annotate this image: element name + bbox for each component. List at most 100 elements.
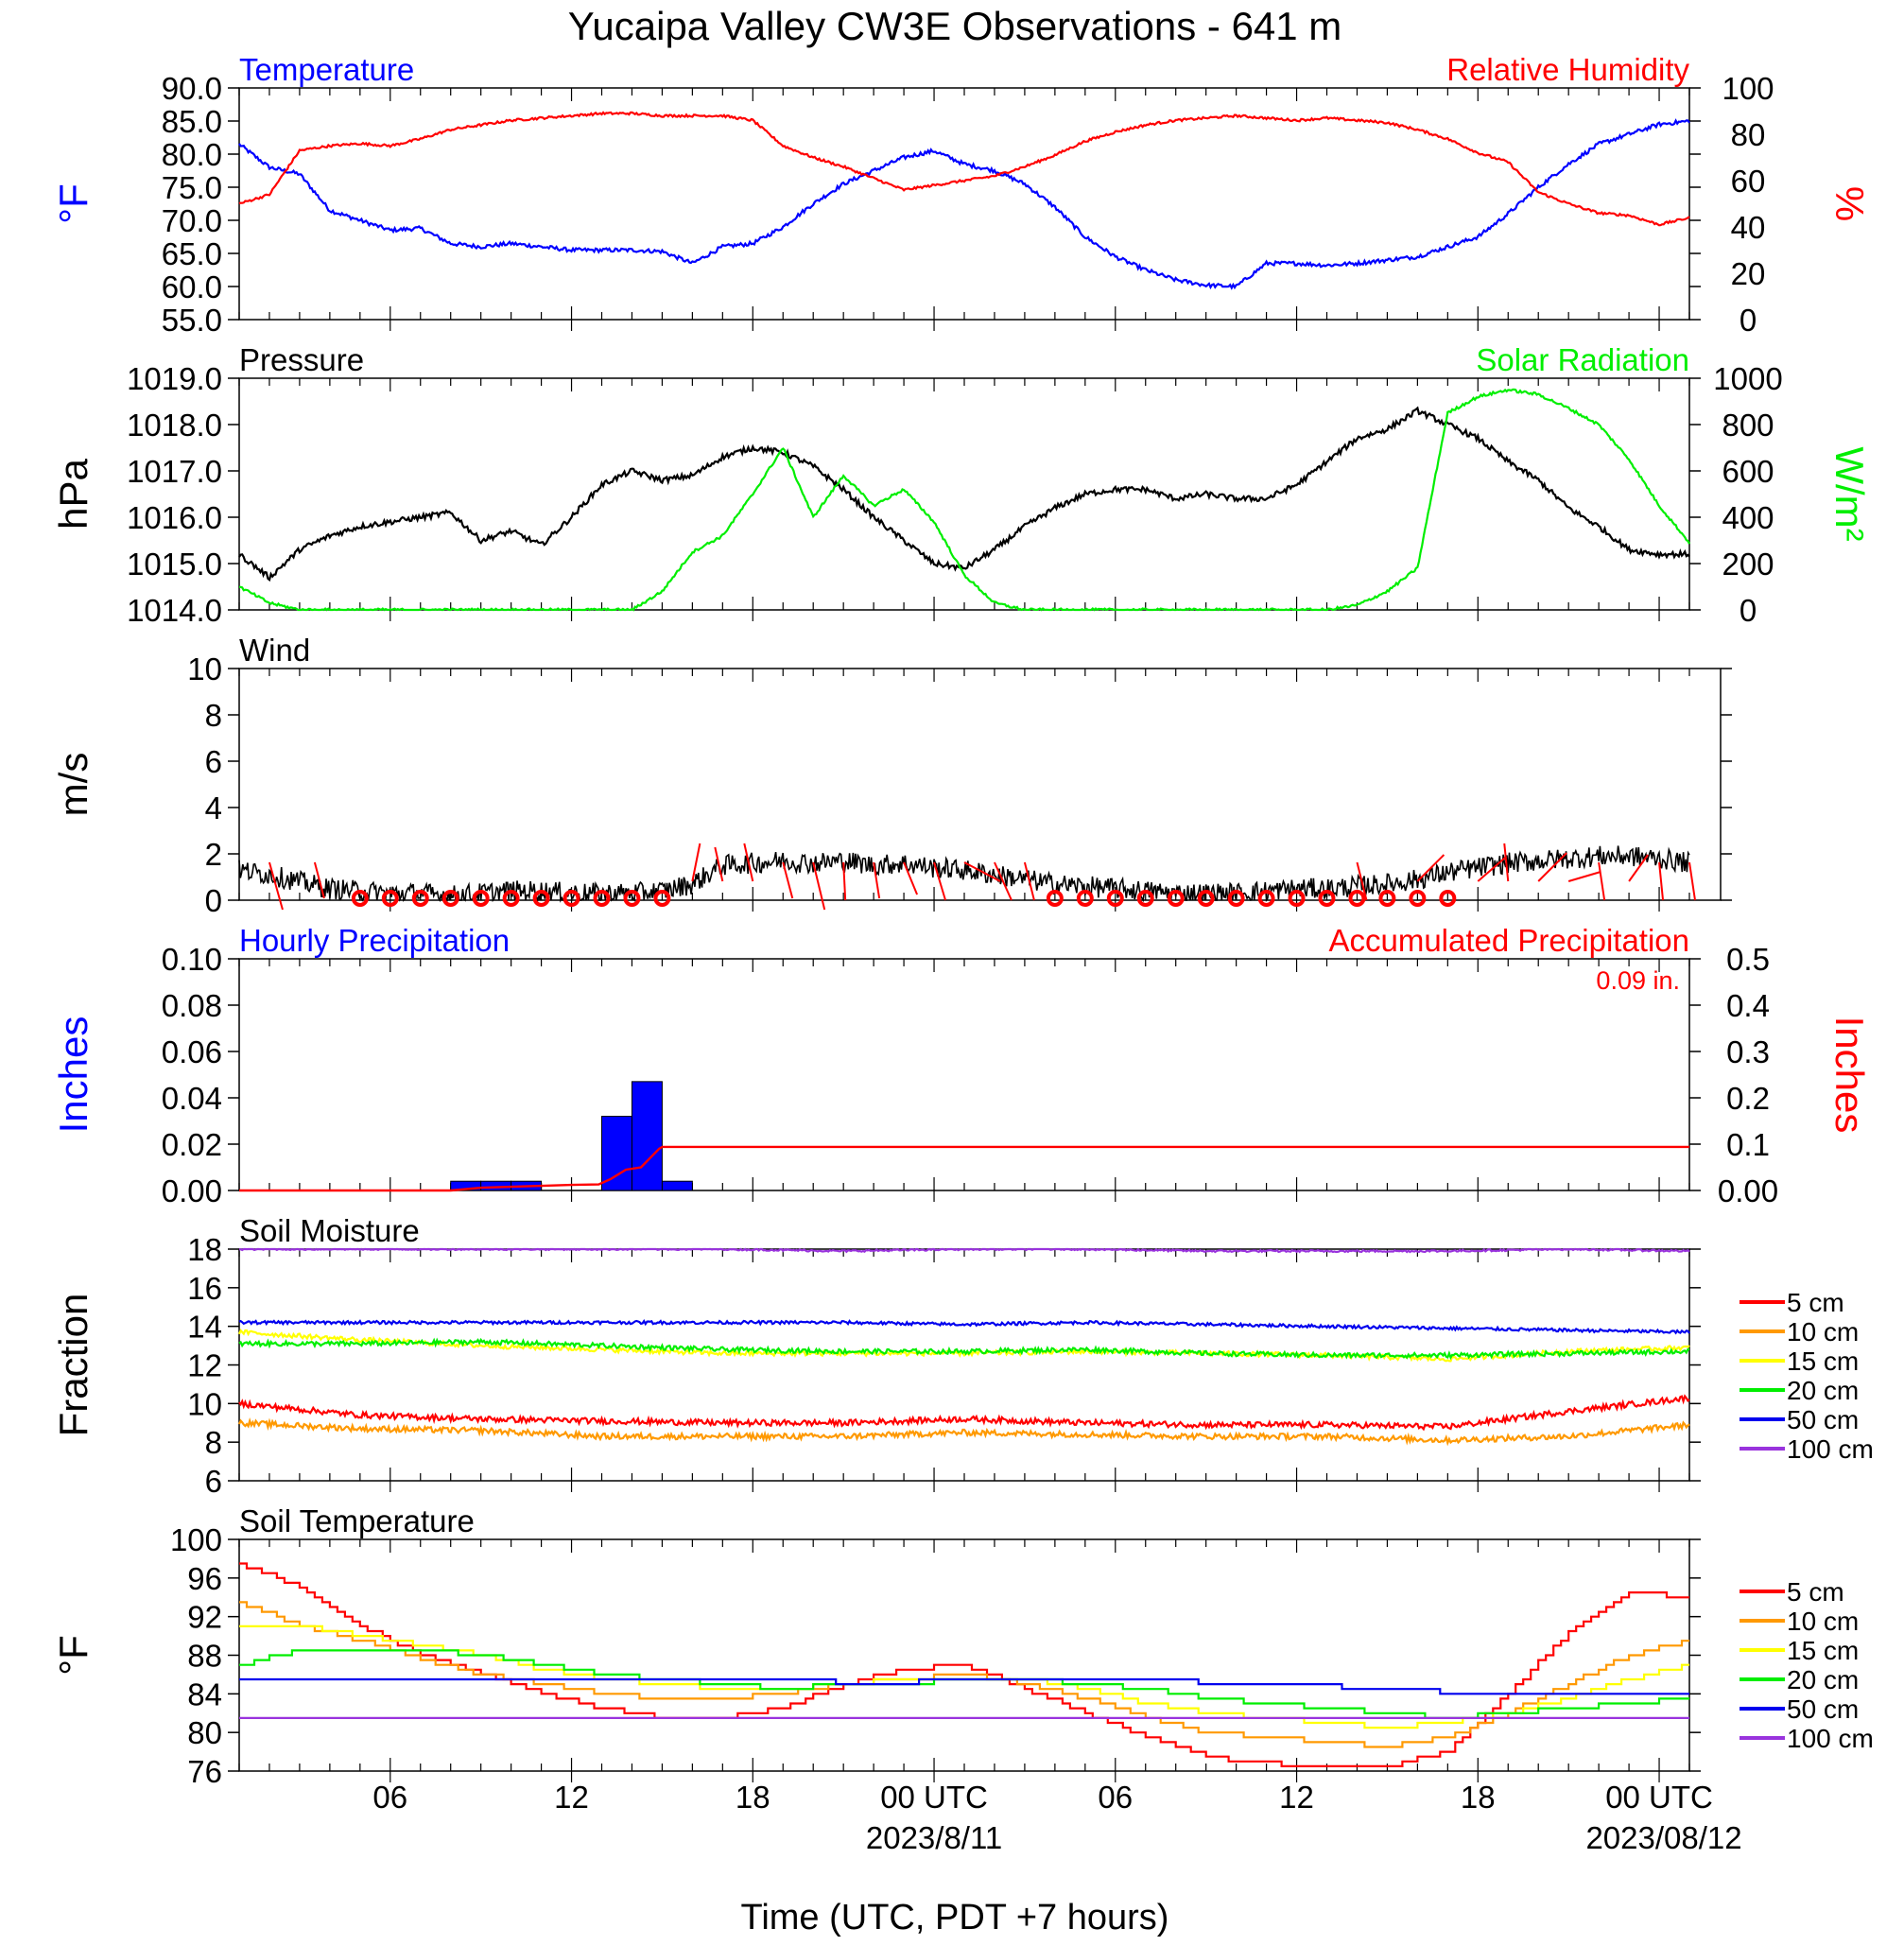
wind-barb xyxy=(1477,856,1507,882)
calm-wind-marker xyxy=(1167,890,1185,907)
y-right-tick-label: 0 xyxy=(1740,593,1757,628)
x-tick-label: 06 xyxy=(372,1780,407,1815)
y-right-tick-label: 0.1 xyxy=(1726,1127,1770,1162)
legend-label: 100 cm xyxy=(1787,1434,1874,1464)
series-depth-50-cm xyxy=(239,1677,1689,1695)
calm-wind-marker xyxy=(653,890,671,907)
y-tick-label: 1015.0 xyxy=(127,547,222,582)
plot-frame xyxy=(238,87,1690,321)
wind-barb xyxy=(1628,854,1649,882)
y-tick-label: 16 xyxy=(187,1271,222,1306)
y-tick-label: 0.02 xyxy=(162,1127,222,1162)
y-right-tick-label: 0.4 xyxy=(1726,988,1770,1023)
panel-hourly-precipitation: 0.10 0.08 0.06 0.04 0.02 0.00 0.5 0.4 0.3 0.2 0.1 0… xyxy=(51,923,1872,1208)
wind-barb xyxy=(1658,861,1665,901)
y-tick-label: 90.0 xyxy=(162,71,222,106)
calm-wind-marker xyxy=(1348,890,1366,907)
y-right-tick-label: 0.5 xyxy=(1726,942,1770,977)
legend-label: 15 cm xyxy=(1787,1347,1859,1376)
x-tick-label: 12 xyxy=(1279,1780,1314,1815)
y-tick-label: 75.0 xyxy=(162,170,222,205)
x-tick-label: 00 UTC xyxy=(880,1780,988,1815)
wind-barb xyxy=(1503,843,1510,882)
series-relative-humidity xyxy=(238,111,1690,227)
panel-title-right: Relative Humidity xyxy=(1446,52,1689,87)
panel-title-left: Soil Moisture xyxy=(239,1213,420,1248)
precip-bar xyxy=(631,1081,663,1191)
panel-pressure: 1019.0 1018.0 1017.0 1016.0 1015.0 1014.0 1000… xyxy=(51,342,1872,628)
y-tick-label: 0.06 xyxy=(162,1034,222,1069)
y-tick-label: 4 xyxy=(205,791,222,825)
y-axis-label: Inches xyxy=(51,1016,95,1134)
y-axis-label: hPa xyxy=(51,458,95,529)
x-tick-label: 12 xyxy=(554,1780,589,1815)
series-depth-10-cm xyxy=(239,1601,1689,1748)
legend-label: 10 cm xyxy=(1787,1607,1859,1636)
y-tick-label: 8 xyxy=(205,698,222,733)
series-depth-20-cm xyxy=(239,1649,1689,1719)
y-axis-label: m/s xyxy=(51,753,95,817)
y-tick-label: 1018.0 xyxy=(127,408,222,443)
series-depth-15-cm xyxy=(237,1329,1690,1363)
y-tick-label: 6 xyxy=(205,1464,222,1499)
series-depth-15-cm xyxy=(239,1625,1689,1729)
x-axis-label: Time (UTC, PDT +7 hours) xyxy=(741,1898,1169,1937)
series-temperature xyxy=(238,118,1690,290)
y-right-tick-label: 80 xyxy=(1731,117,1766,152)
wind-barb xyxy=(842,861,847,901)
panel-title-right: Accumulated Precipitation xyxy=(1328,923,1689,958)
series-pressure xyxy=(238,406,1690,582)
legend-label: 5 cm xyxy=(1787,1288,1844,1317)
y-tick-label: 6 xyxy=(205,744,222,779)
y-right-tick-label: 1000 xyxy=(1713,361,1782,396)
date-label: 2023/8/11 xyxy=(866,1820,1002,1855)
calm-wind-marker xyxy=(563,890,580,907)
y-tick-label: 1019.0 xyxy=(127,361,222,396)
y-tick-label: 0.08 xyxy=(162,988,222,1023)
y-tick-label: 80.0 xyxy=(162,137,222,172)
y-tick-label: 60.0 xyxy=(162,269,222,304)
y-tick-label: 10 xyxy=(187,652,222,686)
figure-title: Yucaipa Valley CW3E Observations - 641 m xyxy=(568,4,1342,48)
panels: 90.085.080.075.070.065.060.055.010080604… xyxy=(51,52,1874,1789)
legend-label: 10 cm xyxy=(1787,1317,1859,1347)
calm-wind-marker xyxy=(1439,890,1457,907)
legend-label: 20 cm xyxy=(1787,1665,1859,1694)
y-tick-label: 96 xyxy=(187,1561,222,1596)
y-right-tick-label: 0.2 xyxy=(1726,1081,1770,1116)
series-accumulated-precipitation xyxy=(239,1145,1689,1192)
legend-label: 5 cm xyxy=(1787,1577,1844,1607)
panel-title-left: Temperature xyxy=(239,52,414,87)
calm-wind-marker xyxy=(502,890,520,907)
y-axis-label-right: Inches xyxy=(1827,1016,1872,1134)
y-tick-label: 12 xyxy=(187,1348,222,1383)
calm-wind-marker xyxy=(1257,890,1275,907)
calm-wind-marker xyxy=(1136,890,1154,907)
y-tick-label: 100 xyxy=(170,1522,222,1557)
y-tick-label: 92 xyxy=(187,1600,222,1635)
calm-wind-marker xyxy=(1378,890,1396,907)
series-solar-radiation xyxy=(238,388,1690,612)
plot-frame xyxy=(238,668,1722,901)
series-depth-10-cm xyxy=(237,1416,1690,1447)
wind-barb xyxy=(313,861,325,899)
y-axis-label: °F xyxy=(51,1635,95,1675)
legend-label: 50 cm xyxy=(1787,1694,1859,1724)
calm-wind-marker xyxy=(532,890,550,907)
y-tick-label: 10 xyxy=(187,1386,222,1421)
calm-wind-marker xyxy=(441,890,459,907)
series-depth-50-cm xyxy=(238,1318,1690,1335)
wind-barb xyxy=(1023,861,1035,901)
precip-bar xyxy=(661,1180,693,1191)
y-tick-label: 14 xyxy=(187,1310,222,1345)
y-right-tick-label: 0.3 xyxy=(1726,1034,1770,1069)
calm-wind-marker xyxy=(472,890,490,907)
y-right-tick-label: 60 xyxy=(1731,164,1766,199)
calm-wind-marker xyxy=(623,890,641,907)
wind-barb xyxy=(782,861,794,899)
y-tick-label: 80 xyxy=(187,1715,222,1750)
wind-barb xyxy=(1537,852,1567,882)
y-tick-label: 0 xyxy=(205,883,222,918)
calm-wind-marker xyxy=(1197,890,1215,907)
